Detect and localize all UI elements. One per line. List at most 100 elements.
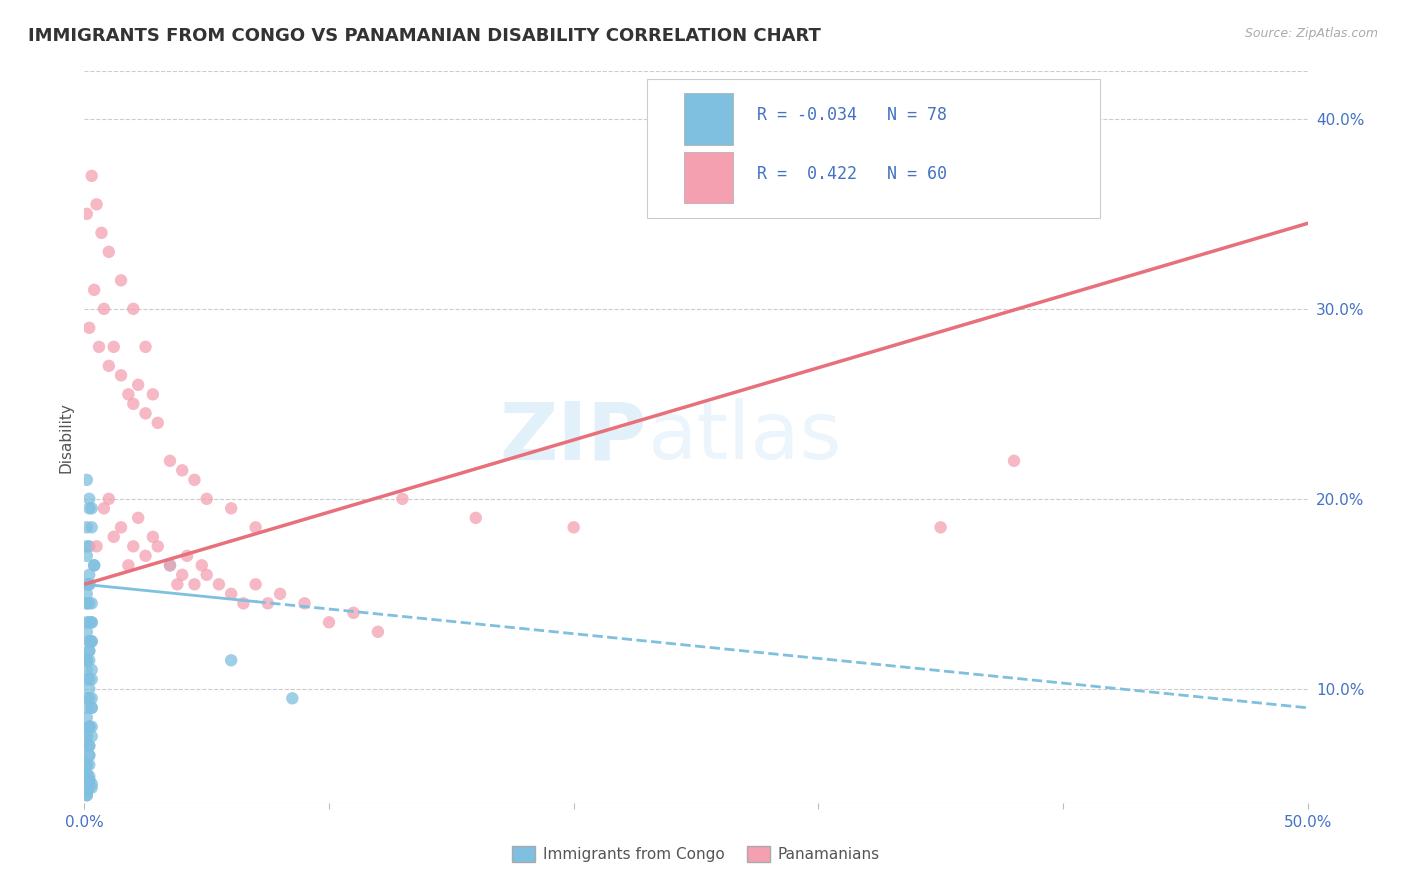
Point bbox=[77, 577, 100, 591]
Point bbox=[87, 340, 110, 354]
Point bbox=[77, 634, 100, 648]
Point bbox=[80, 701, 103, 715]
Point bbox=[77, 691, 100, 706]
Text: ZIP: ZIP bbox=[499, 398, 647, 476]
Point bbox=[219, 653, 242, 667]
Point bbox=[146, 416, 169, 430]
Point bbox=[77, 681, 100, 696]
Point bbox=[159, 454, 181, 468]
Point bbox=[76, 701, 98, 715]
Point bbox=[76, 729, 98, 743]
Text: Source: ZipAtlas.com: Source: ZipAtlas.com bbox=[1244, 27, 1378, 40]
Point bbox=[219, 587, 242, 601]
Point bbox=[183, 577, 205, 591]
Point bbox=[172, 567, 194, 582]
Point bbox=[97, 244, 120, 259]
Point bbox=[110, 273, 132, 287]
Point bbox=[122, 301, 145, 316]
Point bbox=[117, 558, 139, 573]
Point bbox=[80, 615, 103, 630]
Point bbox=[562, 520, 585, 534]
Point bbox=[127, 377, 149, 392]
Y-axis label: Disability: Disability bbox=[58, 401, 73, 473]
Point bbox=[76, 596, 98, 610]
Point bbox=[281, 691, 304, 706]
Point bbox=[76, 663, 98, 677]
Point bbox=[93, 501, 115, 516]
Point bbox=[191, 558, 214, 573]
Point bbox=[183, 473, 205, 487]
Point bbox=[294, 596, 316, 610]
Point bbox=[76, 539, 98, 553]
Text: atlas: atlas bbox=[647, 398, 841, 476]
Point bbox=[97, 491, 120, 506]
Point bbox=[142, 530, 165, 544]
Point bbox=[257, 596, 280, 610]
Point bbox=[77, 615, 100, 630]
Point bbox=[77, 577, 100, 591]
Point bbox=[80, 663, 103, 677]
Point bbox=[117, 387, 139, 401]
Point bbox=[86, 197, 108, 211]
Point bbox=[135, 549, 157, 563]
Point bbox=[76, 788, 98, 802]
Point bbox=[76, 653, 98, 667]
Point bbox=[76, 784, 98, 798]
Point bbox=[103, 530, 125, 544]
Point bbox=[77, 567, 100, 582]
Point bbox=[76, 549, 98, 563]
Point bbox=[391, 491, 413, 506]
Text: R =  0.422   N = 60: R = 0.422 N = 60 bbox=[758, 165, 948, 183]
Point bbox=[80, 169, 103, 183]
Point bbox=[219, 501, 242, 516]
Point bbox=[342, 606, 364, 620]
Point bbox=[195, 491, 218, 506]
Legend: Immigrants from Congo, Panamanians: Immigrants from Congo, Panamanians bbox=[506, 840, 886, 868]
Point bbox=[76, 596, 98, 610]
Point bbox=[83, 283, 105, 297]
Point bbox=[367, 624, 389, 639]
Point bbox=[83, 558, 105, 573]
Point bbox=[80, 729, 103, 743]
Point bbox=[77, 634, 100, 648]
Point bbox=[77, 501, 100, 516]
Point bbox=[76, 710, 98, 724]
Point bbox=[77, 596, 100, 610]
Point bbox=[77, 772, 100, 787]
Point bbox=[76, 577, 98, 591]
Point bbox=[77, 720, 100, 734]
Point bbox=[172, 463, 194, 477]
Point bbox=[77, 739, 100, 753]
Point bbox=[77, 757, 100, 772]
Text: R = -0.034   N = 78: R = -0.034 N = 78 bbox=[758, 106, 948, 124]
Point bbox=[76, 587, 98, 601]
Point bbox=[80, 634, 103, 648]
Point bbox=[76, 739, 98, 753]
Point bbox=[76, 767, 98, 781]
Point bbox=[76, 520, 98, 534]
Point bbox=[269, 587, 291, 601]
Point bbox=[76, 788, 98, 802]
Point bbox=[80, 701, 103, 715]
Point bbox=[76, 624, 98, 639]
Point bbox=[135, 340, 157, 354]
Point bbox=[77, 720, 100, 734]
Point bbox=[77, 644, 100, 658]
Point bbox=[93, 301, 115, 316]
Point bbox=[80, 501, 103, 516]
Point bbox=[76, 757, 98, 772]
Point bbox=[77, 673, 100, 687]
Point bbox=[464, 511, 486, 525]
Point bbox=[77, 739, 100, 753]
Point bbox=[76, 777, 98, 791]
Point bbox=[76, 615, 98, 630]
Point bbox=[110, 368, 132, 383]
Point bbox=[77, 539, 100, 553]
Point bbox=[76, 729, 98, 743]
Point bbox=[76, 653, 98, 667]
Point bbox=[80, 615, 103, 630]
Point bbox=[77, 780, 100, 795]
Point bbox=[159, 558, 181, 573]
Point bbox=[929, 520, 952, 534]
Point bbox=[103, 340, 125, 354]
